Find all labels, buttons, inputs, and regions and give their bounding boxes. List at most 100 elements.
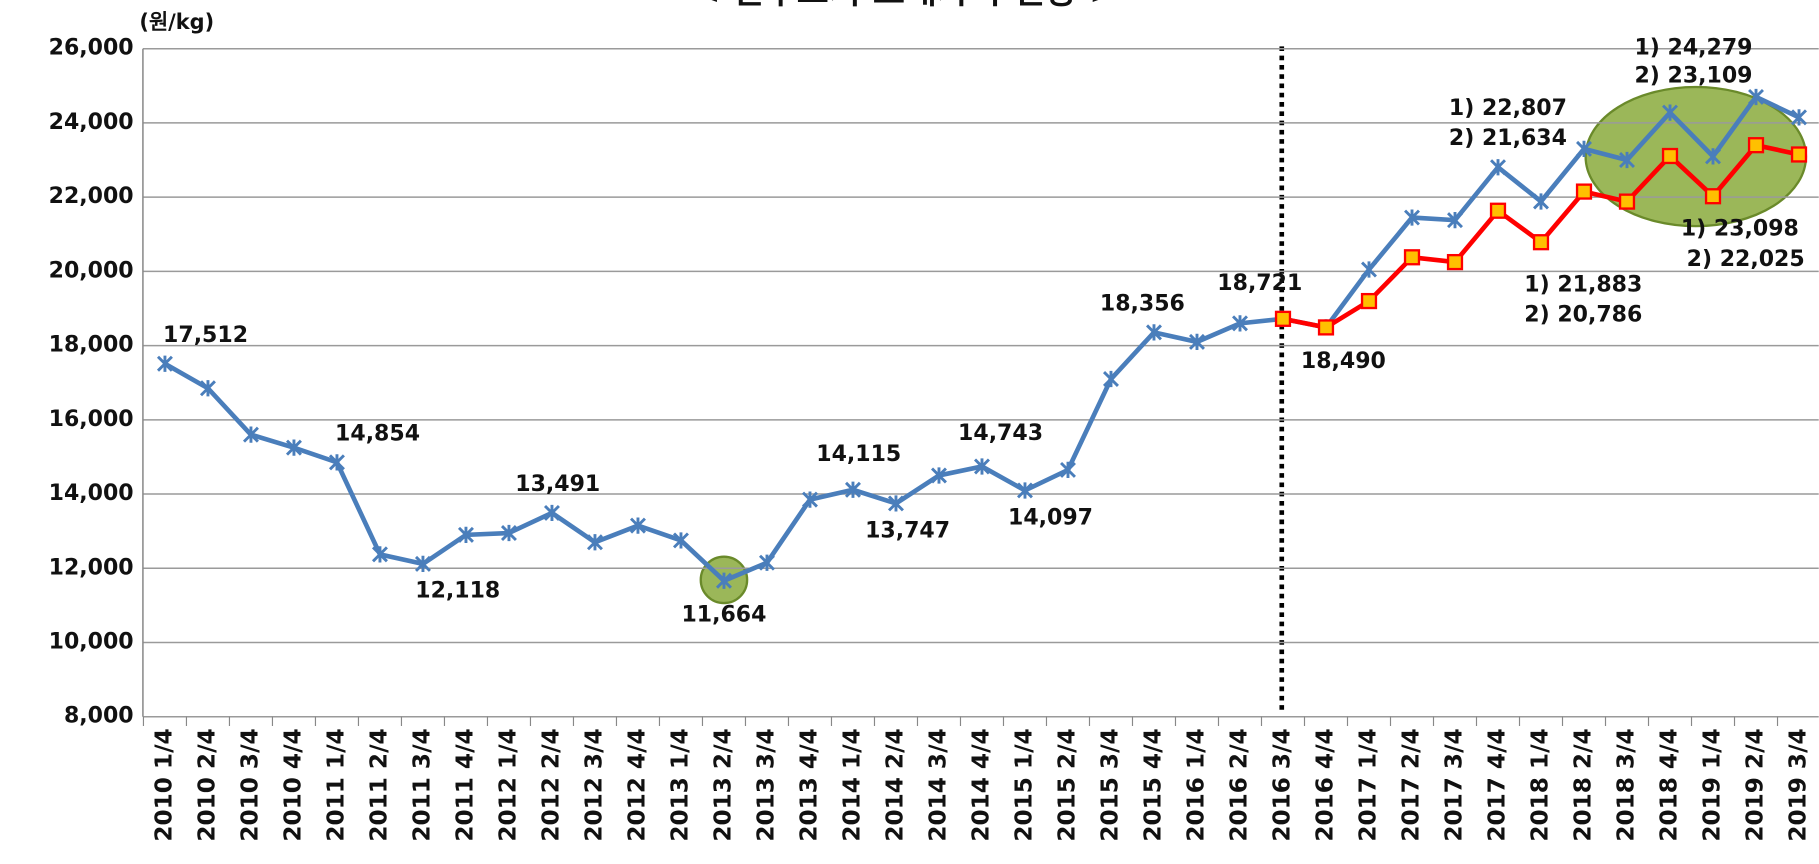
y-tick-label: 10,000	[49, 629, 134, 654]
x-tick-label: 2010 2/4	[193, 728, 220, 841]
point-marker	[1274, 310, 1292, 327]
point-marker	[1532, 234, 1550, 251]
point-marker	[1017, 482, 1033, 499]
y-tick-label: 16,000	[49, 407, 134, 432]
data-label: 18,721	[1217, 271, 1302, 296]
point-marker	[199, 380, 216, 397]
data-label: 12,118	[415, 579, 500, 604]
x-tick-label: 2019 3/4	[1785, 728, 1812, 841]
x-tick-label: 2013 3/4	[752, 728, 779, 841]
point-marker	[844, 481, 861, 498]
point-marker	[543, 504, 560, 522]
annotation: 2) 20,786	[1524, 302, 1642, 327]
x-tick-label: 2016 1/4	[1182, 728, 1209, 841]
annotation: 1) 23,098	[1681, 217, 1799, 242]
point-marker	[414, 555, 431, 573]
x-tick-label: 2012 1/4	[494, 728, 521, 841]
point-marker	[1748, 88, 1764, 106]
point-marker	[629, 517, 646, 534]
data-label: 14,854	[335, 422, 420, 447]
x-tick-label: 2013 4/4	[795, 728, 822, 841]
data-label: 13,747	[865, 518, 950, 543]
x-tick-label: 2016 3/4	[1268, 728, 1295, 841]
x-tick-label: 2018 2/4	[1570, 728, 1597, 841]
x-tick-label: 2016 2/4	[1225, 728, 1252, 841]
data-label: 18,490	[1301, 349, 1386, 374]
x-tick-label: 2010 4/4	[279, 728, 306, 841]
annotation: 1) 24,279	[1634, 36, 1752, 61]
annotation: 2) 21,634	[1449, 126, 1567, 151]
x-tick-label: 2011 4/4	[451, 728, 478, 841]
point-marker	[156, 355, 173, 372]
point-marker	[1146, 324, 1162, 341]
data-label: 14,743	[958, 421, 1043, 446]
x-tick-label: 2014 3/4	[924, 728, 951, 841]
point-marker	[930, 467, 947, 484]
x-tick-label: 2016 4/4	[1311, 728, 1338, 841]
point-marker	[1361, 261, 1377, 278]
point-marker	[1704, 188, 1722, 205]
annotation: 2) 23,109	[1634, 64, 1752, 89]
x-tick-label: 2012 4/4	[623, 728, 650, 841]
x-tick-label: 2017 3/4	[1441, 728, 1468, 841]
point-marker	[242, 426, 259, 443]
x-tick-label: 2010 3/4	[236, 728, 263, 841]
point-marker	[1360, 292, 1378, 310]
point-marker	[1447, 212, 1463, 229]
point-marker	[457, 526, 474, 543]
y-tick-label: 24,000	[49, 110, 134, 135]
x-tick-label: 2018 3/4	[1613, 728, 1640, 841]
point-marker	[1705, 148, 1721, 165]
annotation: 2) 22,025	[1687, 247, 1805, 272]
x-tick-label: 2017 4/4	[1484, 728, 1511, 841]
point-marker	[1403, 249, 1421, 266]
point-marker	[1446, 253, 1464, 271]
data-label: 14,115	[816, 442, 901, 467]
x-tick-label: 2013 1/4	[666, 728, 693, 841]
x-tick-label: 2015 3/4	[1096, 728, 1123, 841]
y-tick-label: 26,000	[49, 36, 134, 61]
point-marker	[1189, 333, 1205, 351]
x-tick-label: 2014 4/4	[967, 728, 994, 841]
x-tick-label: 2012 3/4	[580, 728, 607, 841]
x-tick-label: 2011 2/4	[365, 728, 392, 841]
x-tick-label: 2013 2/4	[709, 728, 736, 841]
point-marker	[586, 534, 603, 551]
point-marker	[1619, 151, 1635, 169]
point-marker	[1404, 209, 1420, 226]
point-marker	[1103, 370, 1119, 388]
x-tick-label: 2019 2/4	[1742, 728, 1769, 841]
x-tick-label: 2017 2/4	[1397, 728, 1424, 841]
point-marker	[715, 572, 732, 589]
point-marker	[328, 454, 345, 471]
x-tick-label: 2011 1/4	[322, 728, 349, 841]
x-tick-label: 2015 4/4	[1139, 728, 1166, 841]
x-tick-label: 2015 2/4	[1053, 728, 1080, 841]
point-marker	[500, 524, 517, 542]
point-marker	[801, 491, 818, 508]
point-marker	[371, 546, 388, 563]
point-marker	[1576, 140, 1592, 158]
data-label: 17,512	[163, 323, 248, 348]
point-marker	[1661, 147, 1679, 165]
series-line	[163, 94, 1801, 584]
point-marker	[973, 458, 990, 475]
point-marker	[1317, 319, 1335, 336]
y-axis-unit: (원/kg)	[139, 10, 214, 34]
data-label: 11,664	[681, 603, 766, 628]
point-marker	[1618, 193, 1636, 210]
point-marker	[1060, 461, 1076, 479]
annotation: 1) 22,807	[1449, 96, 1567, 121]
x-tick-label: 2014 1/4	[838, 728, 865, 841]
y-tick-label: 20,000	[49, 258, 134, 283]
point-marker	[1489, 202, 1507, 219]
point-marker	[1232, 315, 1248, 332]
x-tick-label: 2010 1/4	[150, 728, 177, 841]
data-label: 13,491	[515, 472, 600, 497]
y-tick-label: 12,000	[49, 555, 134, 580]
point-marker	[887, 495, 904, 512]
y-tick-label: 22,000	[49, 184, 134, 209]
point-marker	[1533, 193, 1549, 210]
x-tick-label: 2014 2/4	[881, 728, 908, 841]
point-marker	[672, 532, 689, 549]
